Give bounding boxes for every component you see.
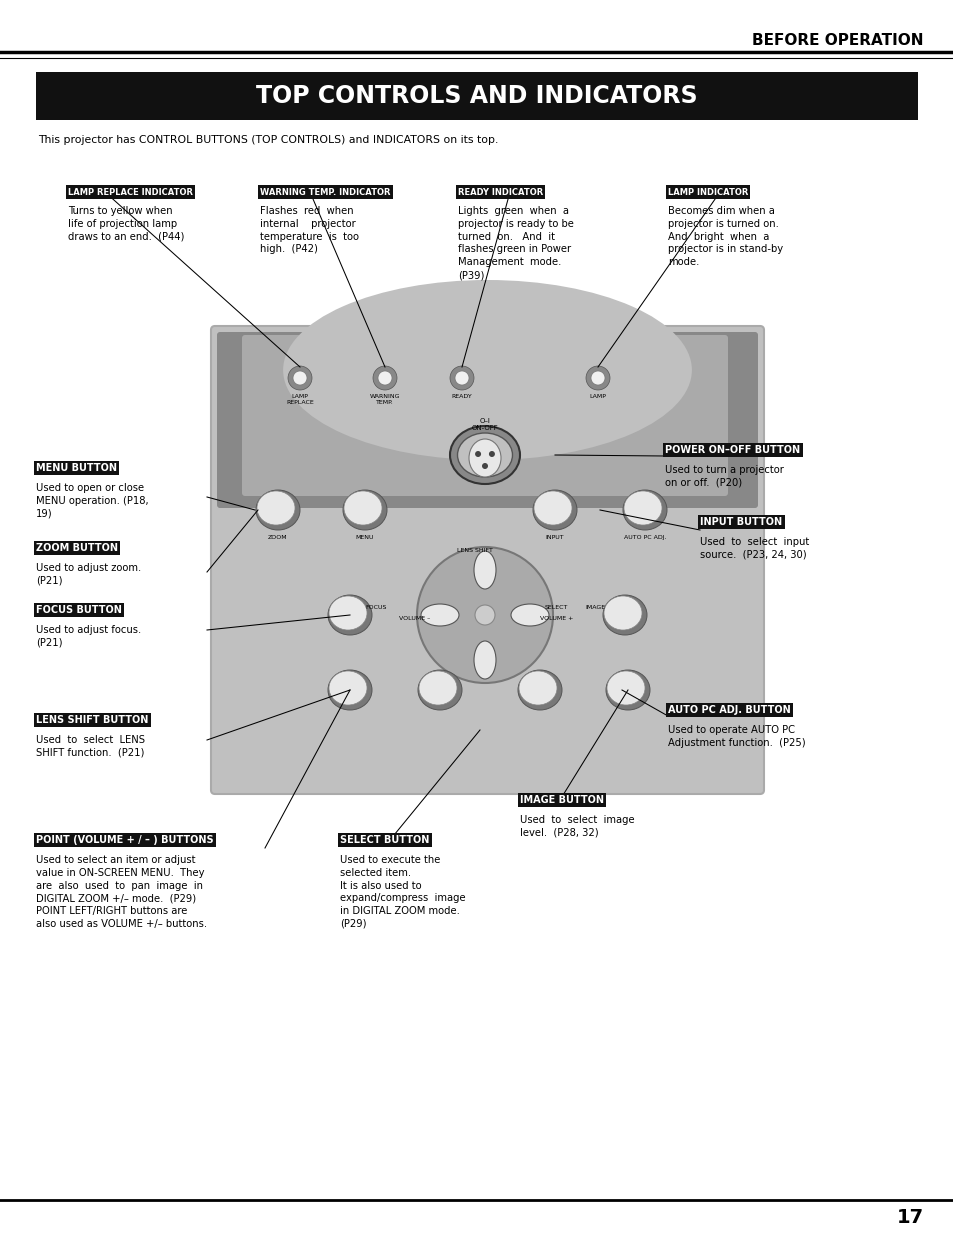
Ellipse shape	[329, 671, 367, 705]
Text: This projector has CONTROL BUTTONS (TOP CONTROLS) and INDICATORS on its top.: This projector has CONTROL BUTTONS (TOP …	[38, 135, 497, 144]
Text: MENU: MENU	[355, 535, 374, 540]
Text: Becomes dim when a
projector is turned on.
And  bright  when  a
projector is in : Becomes dim when a projector is turned o…	[667, 206, 782, 267]
Circle shape	[450, 366, 474, 390]
Text: Used  to  select  image
level.  (P28, 32): Used to select image level. (P28, 32)	[519, 815, 634, 837]
FancyBboxPatch shape	[36, 72, 917, 120]
Text: VOLUME –: VOLUME –	[398, 616, 430, 621]
Ellipse shape	[533, 490, 577, 530]
Text: MENU BUTTON: MENU BUTTON	[36, 463, 117, 473]
Text: FOCUS: FOCUS	[365, 605, 386, 610]
FancyBboxPatch shape	[211, 326, 763, 794]
Text: BEFORE OPERATION: BEFORE OPERATION	[752, 33, 923, 48]
Ellipse shape	[450, 426, 519, 484]
Ellipse shape	[602, 595, 646, 635]
Ellipse shape	[623, 492, 661, 525]
Text: INPUT BUTTON: INPUT BUTTON	[700, 517, 781, 527]
Circle shape	[455, 370, 469, 385]
Ellipse shape	[517, 671, 561, 710]
Ellipse shape	[474, 641, 496, 679]
Text: POINT (VOLUME + / – ) BUTTONS: POINT (VOLUME + / – ) BUTTONS	[36, 835, 213, 845]
Ellipse shape	[328, 595, 372, 635]
Text: LAMP
REPLACE: LAMP REPLACE	[286, 394, 314, 405]
Text: LAMP: LAMP	[589, 394, 606, 399]
Text: Used to operate AUTO PC
Adjustment function.  (P25): Used to operate AUTO PC Adjustment funct…	[667, 725, 804, 748]
Text: IMAGE: IMAGE	[584, 605, 604, 610]
Text: LENS SHIFT BUTTON: LENS SHIFT BUTTON	[36, 715, 149, 725]
Circle shape	[377, 370, 392, 385]
Text: Used to adjust focus.
(P21): Used to adjust focus. (P21)	[36, 625, 141, 648]
Ellipse shape	[603, 597, 641, 630]
Text: ZOOM: ZOOM	[268, 535, 288, 540]
Ellipse shape	[518, 671, 557, 705]
Ellipse shape	[329, 597, 367, 630]
Circle shape	[373, 366, 396, 390]
Text: IMAGE BUTTON: IMAGE BUTTON	[519, 795, 603, 805]
Ellipse shape	[344, 492, 381, 525]
Ellipse shape	[474, 551, 496, 589]
Text: VOLUME +: VOLUME +	[539, 616, 573, 621]
Circle shape	[288, 366, 312, 390]
Ellipse shape	[420, 604, 458, 626]
Ellipse shape	[255, 490, 299, 530]
Circle shape	[475, 605, 495, 625]
Text: 17: 17	[896, 1209, 923, 1228]
Text: Used  to  select  LENS
SHIFT function.  (P21): Used to select LENS SHIFT function. (P21…	[36, 735, 145, 758]
Text: Used  to  select  input
source.  (P23, 24, 30): Used to select input source. (P23, 24, 3…	[700, 537, 808, 559]
Ellipse shape	[283, 280, 691, 459]
Text: FOCUS BUTTON: FOCUS BUTTON	[36, 605, 122, 615]
Text: AUTO PC ADJ. BUTTON: AUTO PC ADJ. BUTTON	[667, 705, 790, 715]
Text: AUTO PC ADJ.: AUTO PC ADJ.	[623, 535, 665, 540]
Ellipse shape	[469, 438, 500, 477]
Text: Used to open or close
MENU operation. (P18,
19): Used to open or close MENU operation. (P…	[36, 483, 149, 519]
Text: LAMP REPLACE INDICATOR: LAMP REPLACE INDICATOR	[68, 188, 193, 196]
Circle shape	[475, 451, 480, 457]
Text: SELECT: SELECT	[544, 605, 568, 610]
Text: Turns to yellow when
life of projection lamp
draws to an end.  (P44): Turns to yellow when life of projection …	[68, 206, 184, 242]
Text: Used to execute the
selected item.
It is also used to
expand/compress  image
in : Used to execute the selected item. It is…	[339, 855, 465, 929]
Text: TOP CONTROLS AND INDICATORS: TOP CONTROLS AND INDICATORS	[256, 84, 697, 107]
Ellipse shape	[256, 492, 294, 525]
Circle shape	[590, 370, 604, 385]
Ellipse shape	[328, 671, 372, 710]
Ellipse shape	[534, 492, 572, 525]
Text: O–I
ON-OFF: O–I ON-OFF	[471, 417, 497, 431]
Circle shape	[585, 366, 609, 390]
Circle shape	[416, 547, 553, 683]
Ellipse shape	[605, 671, 649, 710]
Ellipse shape	[418, 671, 456, 705]
Ellipse shape	[457, 433, 512, 477]
Ellipse shape	[343, 490, 387, 530]
Ellipse shape	[511, 604, 548, 626]
Ellipse shape	[622, 490, 666, 530]
Text: WARNING
TEMP.: WARNING TEMP.	[370, 394, 400, 405]
Text: SELECT BUTTON: SELECT BUTTON	[339, 835, 429, 845]
Text: READY INDICATOR: READY INDICATOR	[457, 188, 542, 196]
Text: ZOOM BUTTON: ZOOM BUTTON	[36, 543, 118, 553]
Text: INPUT: INPUT	[545, 535, 564, 540]
Text: Lights  green  when  a
projector is ready to be
turned  on.   And  it
flashes gr: Lights green when a projector is ready t…	[457, 206, 574, 280]
Circle shape	[293, 370, 307, 385]
FancyBboxPatch shape	[242, 335, 727, 496]
Text: Flashes  red  when
internal    projector
temperature  is  too
high.  (P42): Flashes red when internal projector temp…	[260, 206, 358, 254]
FancyBboxPatch shape	[216, 332, 758, 508]
Text: Used to select an item or adjust
value in ON-SCREEN MENU.  They
are  also  used : Used to select an item or adjust value i…	[36, 855, 207, 929]
Text: LAMP INDICATOR: LAMP INDICATOR	[667, 188, 747, 196]
Ellipse shape	[606, 671, 644, 705]
Circle shape	[489, 451, 495, 457]
Text: READY: READY	[451, 394, 472, 399]
Text: Used to turn a projector
on or off.  (P20): Used to turn a projector on or off. (P20…	[664, 466, 783, 488]
Text: Used to adjust zoom.
(P21): Used to adjust zoom. (P21)	[36, 563, 141, 585]
Text: POWER ON–OFF BUTTON: POWER ON–OFF BUTTON	[664, 445, 800, 454]
Ellipse shape	[417, 671, 461, 710]
Text: LENS SHIFT: LENS SHIFT	[456, 548, 493, 553]
Text: WARNING TEMP. INDICATOR: WARNING TEMP. INDICATOR	[260, 188, 390, 196]
Circle shape	[481, 463, 488, 469]
